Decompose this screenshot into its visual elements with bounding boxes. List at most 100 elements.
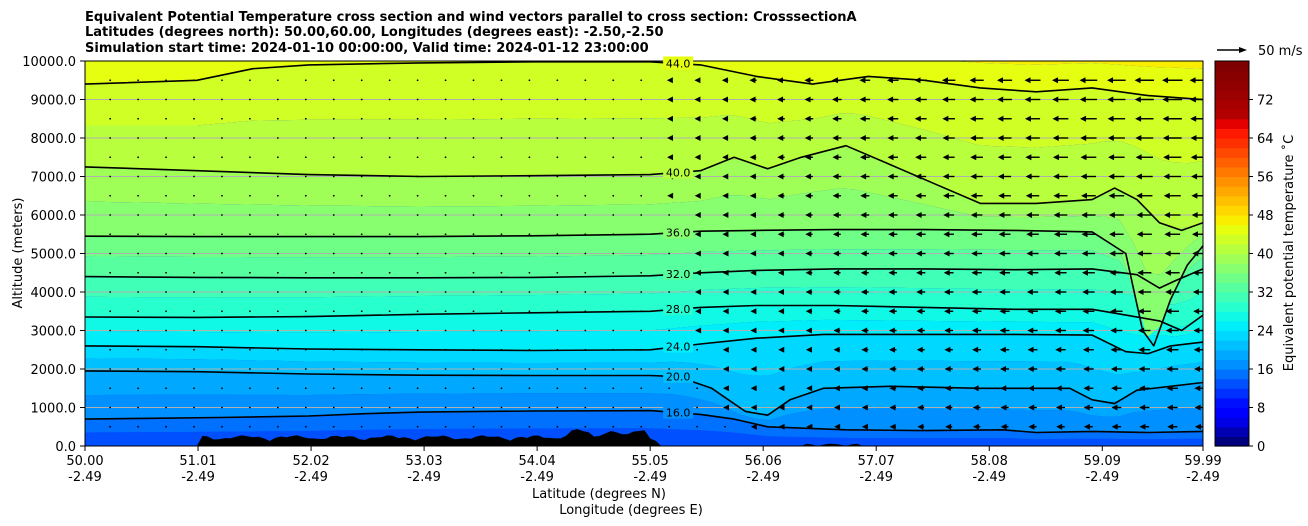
wind-vector-head <box>1080 173 1087 180</box>
wind-vector <box>612 425 615 428</box>
wind-vector-head <box>1164 231 1171 238</box>
wind-vector-head <box>1165 308 1172 315</box>
x-tick-label-lat: 52.02 <box>292 454 329 469</box>
contour-label: 16.0 <box>666 407 691 420</box>
wind-vector <box>528 368 531 370</box>
wind-vector <box>640 214 643 216</box>
wind-vector <box>444 98 447 101</box>
wind-vector-head <box>1193 327 1200 334</box>
wind-vector-head <box>1028 404 1035 411</box>
wind-vector <box>249 329 251 332</box>
wind-vector <box>165 117 167 120</box>
x-tick-label-lat: 58.08 <box>971 454 1008 469</box>
wind-vector <box>612 175 615 178</box>
wind-vector-head <box>722 192 729 199</box>
wind-vector-head <box>859 154 866 161</box>
wind-vector-head <box>970 192 977 199</box>
colorbar-tick-label: 64 <box>1257 132 1274 147</box>
wind-vector-head <box>694 135 701 141</box>
colorbar-tick-label: 0 <box>1257 440 1265 455</box>
wind-vector-head <box>860 250 867 257</box>
wind-vector-head <box>887 154 894 161</box>
wind-vector <box>360 98 363 101</box>
wind-vector-head <box>969 77 976 84</box>
wind-vector-head <box>1109 250 1116 257</box>
wind-vector-head <box>1027 385 1034 392</box>
wind-vector <box>137 156 140 159</box>
wind-vector-head <box>971 289 978 295</box>
wind-vector <box>444 291 447 293</box>
colorbar <box>1215 61 1249 447</box>
wind-vector <box>444 310 447 313</box>
wind-vector <box>276 329 279 332</box>
colorbar-tick-label: 16 <box>1257 363 1274 378</box>
wind-vector <box>388 137 391 139</box>
colorbar-segment <box>1215 253 1249 264</box>
x-tick-label-lon: -2.49 <box>294 470 328 485</box>
colorbar-segment <box>1215 109 1249 120</box>
wind-vector <box>584 117 587 120</box>
contour-label-bg <box>663 369 694 383</box>
wind-vector <box>109 271 112 274</box>
wind-vector-head <box>887 115 894 122</box>
wind-vector-head <box>1108 192 1115 199</box>
wind-vector <box>612 156 615 159</box>
contour-line <box>85 409 1203 434</box>
contour-line <box>85 61 1203 101</box>
wind-vector-head <box>943 231 950 238</box>
colorbar-segment <box>1215 166 1249 178</box>
temperature-band <box>85 249 1203 309</box>
wind-vector <box>332 406 335 409</box>
wind-vector <box>360 291 363 293</box>
wind-vector <box>304 348 307 351</box>
wind-vector <box>612 79 615 82</box>
wind-vector <box>109 175 112 178</box>
wind-vector-head <box>917 385 924 392</box>
wind-vector-head <box>859 77 866 84</box>
wind-vector <box>388 117 391 120</box>
wind-vector <box>304 368 307 370</box>
wind-vector-head <box>1194 404 1201 411</box>
wind-vector-head <box>1139 404 1146 411</box>
wind-vector-head <box>889 404 896 411</box>
wind-vector-head <box>1162 135 1169 141</box>
wind-vector <box>500 233 503 236</box>
wind-vector <box>472 425 475 428</box>
wind-vector-head <box>1108 212 1115 218</box>
wind-vector-head <box>749 212 756 218</box>
wind-vector-head <box>805 346 812 353</box>
wind-vector <box>640 117 643 120</box>
wind-vector-head <box>1026 212 1033 218</box>
wind-vector <box>304 387 307 390</box>
wind-vector <box>304 175 307 178</box>
wind-vector-head <box>889 423 896 430</box>
wind-vector <box>388 310 391 313</box>
wind-vector <box>332 79 335 82</box>
wind-vector-head <box>1054 250 1061 257</box>
wind-vector-head <box>1082 327 1089 334</box>
wind-vector-head <box>888 289 895 295</box>
contour-line <box>85 228 1203 347</box>
wind-vector-head <box>999 327 1006 334</box>
wind-vector <box>193 214 195 216</box>
wind-vector-head <box>722 231 729 238</box>
colorbar-segment <box>1215 320 1249 332</box>
wind-vector <box>640 194 643 197</box>
wind-vector <box>444 79 447 82</box>
contour-label: 28.0 <box>666 303 691 316</box>
wind-vector-head <box>777 231 784 238</box>
wind-vector-head <box>694 173 701 180</box>
wind-vector-head <box>999 308 1006 315</box>
wind-vector <box>416 117 419 120</box>
wind-vector-head <box>805 308 812 315</box>
wind-vector <box>388 387 391 390</box>
wind-vector-head <box>971 231 978 238</box>
wind-vector <box>584 137 587 139</box>
wind-vector-head <box>969 115 976 122</box>
wind-vector-head <box>1025 173 1032 180</box>
wind-vector <box>137 214 140 216</box>
wind-vector <box>388 194 391 197</box>
wind-vector-head <box>1107 115 1114 122</box>
wind-vector-head <box>916 327 923 334</box>
contour-label-bg <box>663 165 694 179</box>
